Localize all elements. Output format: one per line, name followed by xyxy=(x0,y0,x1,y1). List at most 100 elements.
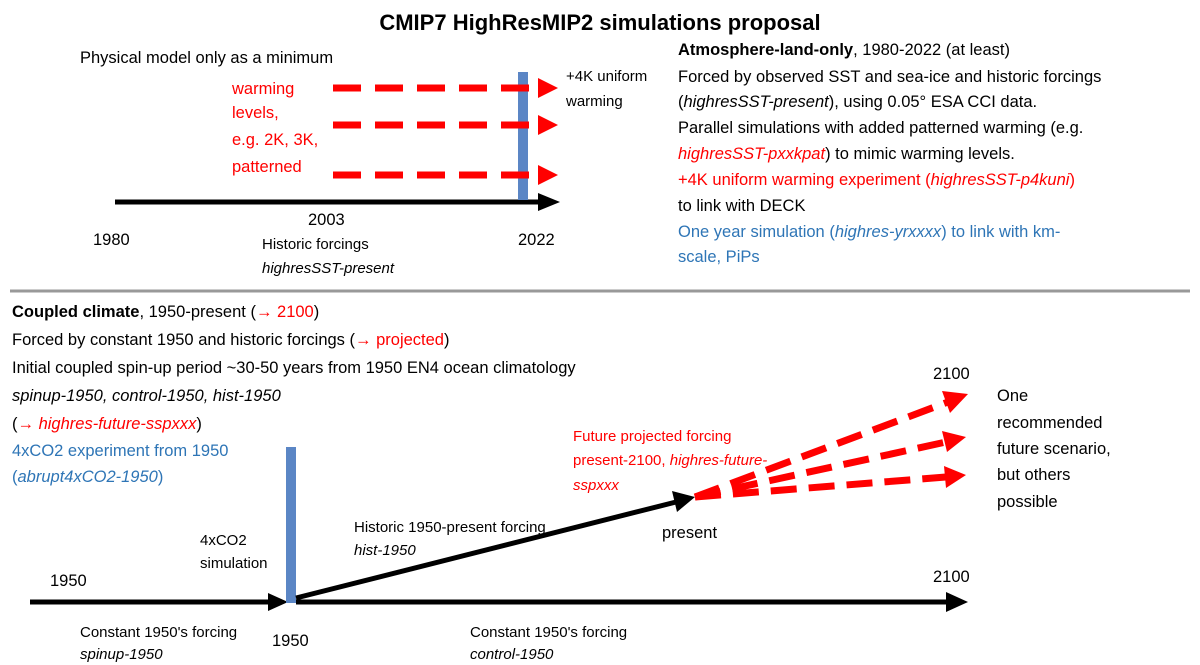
text: One year simulation ( xyxy=(678,223,835,241)
arrowhead xyxy=(538,165,558,185)
text: Forced by observed SST and sea-ice and h… xyxy=(678,68,1102,86)
text: Parallel simulations with added patterne… xyxy=(678,119,1084,137)
label: Constant 1950's forcing xyxy=(80,624,238,641)
arrowhead xyxy=(672,491,695,512)
text: Coupled climate xyxy=(12,303,140,321)
arrowhead xyxy=(268,593,288,611)
text: scale, PiPs xyxy=(678,248,760,266)
text: ) xyxy=(196,415,202,433)
text-line: Forced by constant 1950 and historic for… xyxy=(12,330,449,350)
label: Future projected forcing xyxy=(573,428,732,445)
text-line: +4K uniform warming experiment (highresS… xyxy=(678,170,1075,190)
text: → 2100 xyxy=(255,303,314,321)
text: ) to link with km- xyxy=(941,223,1061,241)
dashed-arrow xyxy=(693,398,950,501)
label: 4xCO2 xyxy=(200,532,247,549)
arrowhead xyxy=(946,592,968,612)
text-line: to link with DECK xyxy=(678,196,805,216)
label: simulation xyxy=(200,555,268,572)
text: ) xyxy=(443,331,450,349)
label: Physical model only as a minimum xyxy=(80,49,334,67)
text-line: (highresSST-present), using 0.05° ESA CC… xyxy=(678,92,1037,112)
uniform-label: warming xyxy=(566,93,623,110)
text-line: Atmosphere-land-only, 1980-2022 (at leas… xyxy=(678,40,1010,60)
historic-arrow xyxy=(295,499,677,601)
label: Historic 1950-present forcing xyxy=(354,519,546,536)
label: future scenario, xyxy=(997,440,1111,458)
text-line: (→ highres-future-sspxxx) xyxy=(12,414,202,434)
label: Constant 1950's forcing xyxy=(470,624,628,641)
arrowhead xyxy=(942,431,966,452)
arrowhead xyxy=(942,391,968,413)
text-line: 4xCO2 experiment from 1950 xyxy=(12,441,228,461)
text: , 1980-2022 (at least) xyxy=(853,41,1010,59)
text: highres-future- xyxy=(669,452,768,469)
warming-arrows xyxy=(333,78,558,185)
future-arrows xyxy=(693,391,968,501)
dashed-arrow xyxy=(694,438,947,501)
label: spinup-1950 xyxy=(80,646,163,663)
year: 1980 xyxy=(93,231,130,249)
text-line: Initial coupled spin-up period ~30-50 ye… xyxy=(12,358,576,378)
text-line: Forced by observed SST and sea-ice and h… xyxy=(678,67,1101,87)
year: 2100 xyxy=(933,568,970,586)
arrowhead xyxy=(538,115,558,135)
text: Forced by constant 1950 and historic for… xyxy=(12,331,356,349)
text: highresSST-present xyxy=(683,93,829,111)
bar-2022 xyxy=(518,72,528,200)
label: hist-1950 xyxy=(354,542,416,559)
year: 1950 xyxy=(50,572,87,590)
arrowhead xyxy=(538,193,560,211)
label: One xyxy=(997,387,1029,405)
label: sspxxx xyxy=(573,477,619,494)
arrowhead xyxy=(944,466,966,488)
text-line: Coupled climate, 1950-present (→ 2100) xyxy=(12,302,319,322)
warming-label: levels, xyxy=(232,104,279,122)
text: spinup-1950, control-1950, hist-1950 xyxy=(12,387,281,405)
text: 4xCO2 experiment from 1950 xyxy=(12,442,229,460)
text: +4K uniform warming experiment ( xyxy=(678,171,931,189)
text: highres-future-sspxxx xyxy=(38,415,197,433)
text: present-2100, xyxy=(573,452,670,469)
warming-label: warming xyxy=(232,80,295,98)
title: CMIP7 HighResMIP2 simulations proposal xyxy=(379,10,821,35)
text-line: Parallel simulations with added patterne… xyxy=(678,118,1083,138)
year: 2003 xyxy=(308,211,345,229)
label: present-2100, highres-future- xyxy=(573,451,767,471)
text: ), using 0.05° ESA CCI data. xyxy=(828,93,1038,111)
text: highresSST-p4kuni xyxy=(930,171,1070,189)
text: ( xyxy=(12,415,18,433)
warming-label: e.g. 2K, 3K, xyxy=(232,131,319,149)
text-line: spinup-1950, control-1950, hist-1950 xyxy=(12,386,281,406)
text: ) xyxy=(1069,171,1075,189)
year: 2100 xyxy=(933,365,970,383)
label: Historic forcings xyxy=(262,236,369,253)
text: ( xyxy=(678,93,684,111)
bar-1950 xyxy=(286,447,296,603)
text: ) xyxy=(313,303,320,321)
label: present xyxy=(662,524,718,542)
text: ) xyxy=(157,468,164,486)
text-line: scale, PiPs xyxy=(678,247,760,267)
text: abrupt4xCO2-1950 xyxy=(17,468,158,486)
text: , 1950-present ( xyxy=(139,303,256,321)
text: Initial coupled spin-up period ~30-50 ye… xyxy=(12,359,576,377)
text: → xyxy=(17,415,39,433)
label: highresSST-present xyxy=(262,260,395,277)
uniform-label: +4K uniform xyxy=(566,68,648,85)
label: recommended xyxy=(997,414,1103,432)
arrowhead xyxy=(538,78,558,98)
year: 2022 xyxy=(518,231,555,249)
text: ) to mimic warming levels. xyxy=(825,145,1015,163)
text: ( xyxy=(12,468,18,486)
dashed-arrow xyxy=(694,473,947,501)
text: to link with DECK xyxy=(678,197,806,215)
text: highresSST-pxxkpat xyxy=(678,145,826,163)
label: but others xyxy=(997,466,1071,484)
label: control-1950 xyxy=(470,646,554,663)
text: → projected xyxy=(355,331,444,349)
year: 1950 xyxy=(272,632,309,650)
text: highres-yrxxxx xyxy=(834,223,942,241)
